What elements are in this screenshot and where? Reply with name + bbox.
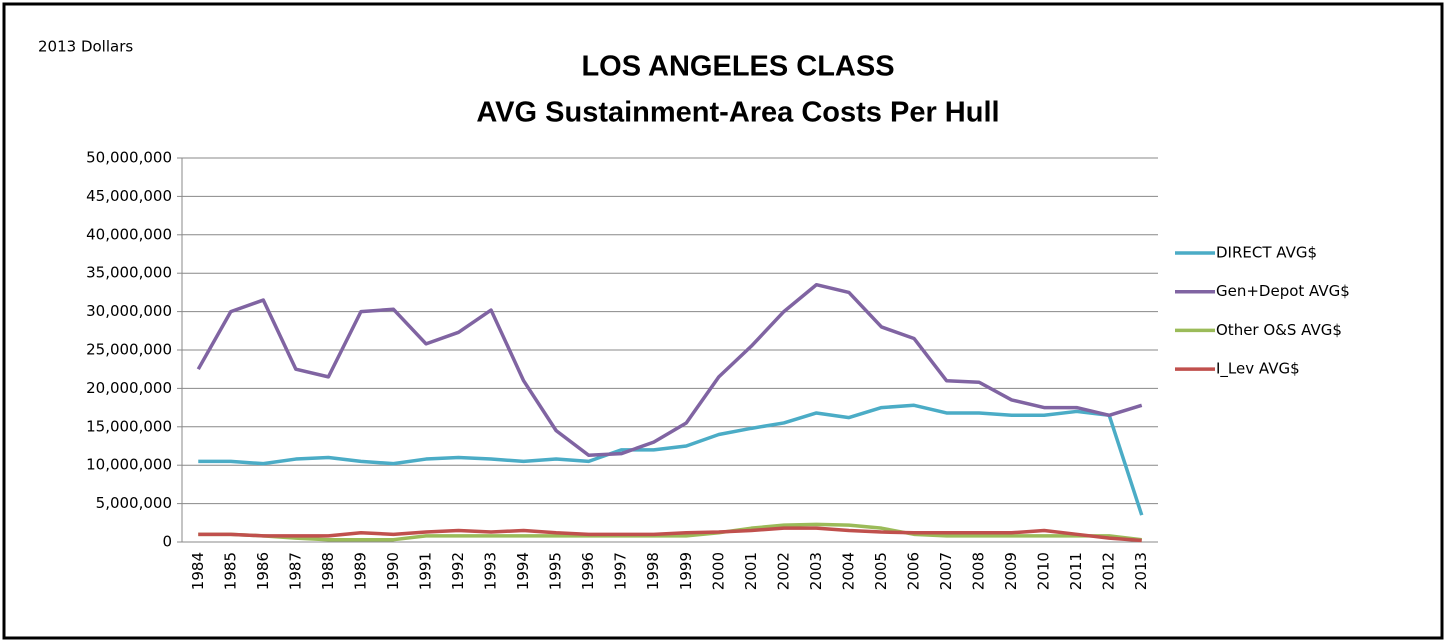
x-tick-label: 2006 [905,552,923,590]
x-tick-label: 2000 [709,552,727,590]
x-tick-label: 2010 [1035,552,1053,590]
x-tick-label: 1992 [449,552,467,590]
x-tick-label: 2001 [742,552,760,590]
y-tick-label: 30,000,000 [86,302,172,320]
annotation: 2013 Dollars [38,38,133,56]
y-tick-label: 40,000,000 [86,225,172,243]
x-tick-label: 1994 [514,552,532,590]
x-tick-label: 1993 [482,552,500,590]
line-series [196,282,1143,457]
y-tick-label: 0 [162,533,172,551]
x-tick-label: 2005 [872,552,890,590]
x-tick-label: 1986 [254,552,272,590]
y-tick-label: 50,000,000 [86,149,172,167]
x-tick-label: 1991 [417,552,435,590]
x-tick-label: 1990 [384,552,402,590]
line-series [198,526,1142,543]
x-tick-label: 2007 [937,552,955,590]
x-tick-label: 1995 [547,552,565,590]
x-tick-label: 1987 [286,552,304,590]
x-tick-label: 1989 [351,552,369,590]
chart-title: LOS ANGELES CLASS [581,51,894,83]
x-tick-label: 1988 [319,552,337,590]
x-tick-label: 2011 [1067,552,1085,590]
y-tick-label: 35,000,000 [86,264,172,282]
x-tick-label: 2003 [807,552,825,590]
line-series [198,522,1142,542]
legend-label: DIRECT AVG$ [1216,244,1317,262]
x-tick-label: 1984 [189,552,207,590]
x-tick-label: 1997 [612,552,630,590]
x-tick-label: 2002 [774,552,792,590]
x-tick-label: 1985 [221,552,239,590]
x-tick-label: 1996 [579,552,597,590]
y-tick-label: 45,000,000 [86,187,172,205]
x-tick-label: 2008 [970,552,988,590]
y-tick-label: 20,000,000 [86,379,172,397]
x-tick-label: 2012 [1100,552,1118,590]
legend-label: Gen+Depot AVG$ [1216,282,1350,300]
legend-label: I_Lev AVG$ [1216,360,1300,379]
x-tick-label: 2004 [839,552,857,590]
y-tick-label: 25,000,000 [86,341,172,359]
x-tick-label: 2013 [1132,552,1150,590]
y-tick-label: 5,000,000 [96,494,172,512]
line-series [198,403,1144,516]
chart-subtitle: AVG Sustainment-Area Costs Per Hull [476,97,999,129]
x-tick-label: 1998 [644,552,662,590]
x-tick-label: 1999 [677,552,695,590]
y-tick-label: 10,000,000 [86,456,172,474]
x-tick-label: 2009 [1002,552,1020,590]
y-tick-label: 15,000,000 [86,417,172,435]
legend-label: Other O&S AVG$ [1216,321,1342,339]
